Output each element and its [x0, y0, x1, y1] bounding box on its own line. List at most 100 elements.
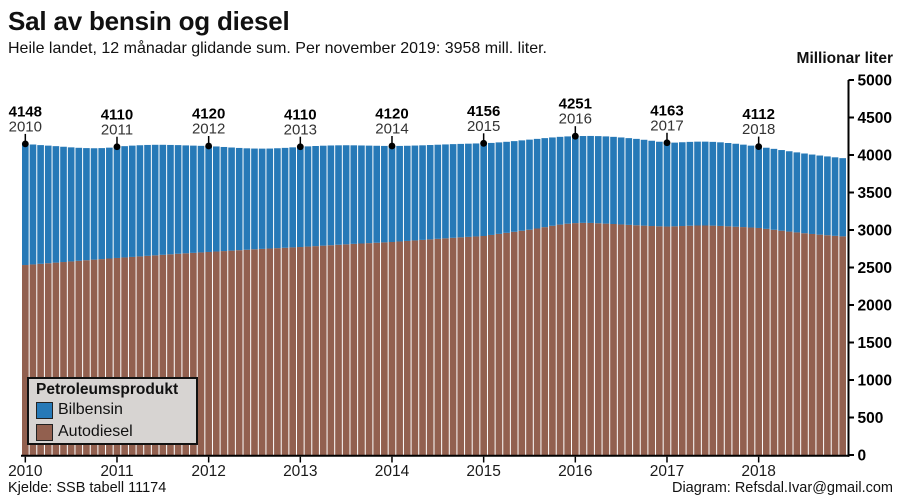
bar-bilbensin [212, 146, 220, 252]
bar-autodiesel [304, 246, 312, 455]
bar-autodiesel [44, 263, 52, 455]
bar-autodiesel [388, 242, 396, 455]
bar-bilbensin [686, 141, 694, 226]
bar-bilbensin [37, 145, 44, 264]
y-tick-label: 2500 [858, 260, 892, 277]
annotation-year: 2016 [559, 111, 592, 128]
bar-autodiesel [335, 244, 342, 455]
bar-bilbensin [243, 148, 251, 250]
bar-bilbensin [365, 145, 373, 244]
bar-bilbensin [449, 144, 457, 238]
bar-bilbensin [625, 138, 633, 225]
bar-bilbensin [839, 158, 846, 237]
bar-bilbensin [266, 148, 274, 249]
bar-bilbensin [220, 146, 228, 252]
bar-autodiesel [610, 224, 617, 455]
bar-autodiesel [411, 240, 419, 455]
legend-item-bilbensin: Bilbensin [36, 399, 196, 421]
y-tick-label: 5000 [858, 73, 892, 90]
y-tick-label: 4500 [858, 110, 892, 127]
bar-autodiesel [197, 252, 205, 455]
bar-bilbensin [808, 154, 816, 234]
bar-autodiesel [839, 236, 846, 455]
bar-autodiesel [602, 223, 610, 455]
bar-bilbensin [205, 146, 212, 252]
bar-autodiesel [235, 250, 243, 455]
bar-bilbensin [526, 139, 533, 230]
credit-text: Diagram: Refsdal.Ivar@gmail.com [671, 480, 893, 496]
bar-autodiesel [90, 259, 98, 455]
bar-bilbensin [281, 147, 289, 248]
bar-autodiesel [190, 252, 197, 455]
bar-bilbensin [106, 147, 113, 259]
annotation-value: 4110 [101, 106, 134, 123]
bar-autodiesel [663, 226, 671, 455]
annotation-year: 2017 [650, 117, 683, 134]
annotation-value: 4148 [9, 103, 42, 120]
annotation-dot [296, 143, 304, 151]
bar-autodiesel [487, 234, 495, 455]
annotation-dot [571, 132, 579, 140]
bar-bilbensin [770, 148, 778, 230]
bar-autodiesel [98, 259, 106, 455]
bar-autodiesel [816, 234, 824, 455]
bar-autodiesel [457, 237, 465, 455]
bar-bilbensin [663, 142, 671, 227]
bar-autodiesel [121, 257, 128, 455]
bar-bilbensin [335, 145, 342, 245]
annotation-year: 2014 [375, 121, 408, 138]
bar-autodiesel [358, 243, 365, 455]
bar-bilbensin [52, 146, 60, 263]
y-tick-label: 1500 [858, 335, 892, 352]
bar-bilbensin [816, 155, 824, 235]
bar-autodiesel [526, 229, 533, 455]
bar-bilbensin [633, 138, 640, 226]
bar-bilbensin [648, 140, 656, 227]
bar-bilbensin [235, 147, 243, 251]
bar-autodiesel [770, 229, 778, 455]
bar-autodiesel [701, 225, 709, 455]
bar-bilbensin [29, 144, 37, 265]
bar-bilbensin [304, 146, 312, 247]
bar-bilbensin [549, 137, 556, 226]
bar-bilbensin [159, 144, 167, 255]
bar-autodiesel [258, 248, 266, 455]
bar-bilbensin [44, 145, 52, 264]
bar-bilbensin [442, 144, 449, 239]
bar-bilbensin [426, 145, 434, 240]
bar-autodiesel [251, 249, 258, 455]
bar-bilbensin [167, 144, 174, 255]
bar-autodiesel [495, 233, 503, 455]
bar-autodiesel [732, 226, 740, 455]
bar-bilbensin [640, 139, 648, 226]
bar-bilbensin [121, 146, 128, 258]
bar-bilbensin [151, 144, 159, 256]
x-tick-label: 2015 [466, 463, 500, 480]
bar-bilbensin [136, 145, 144, 257]
x-tick-label: 2011 [100, 463, 133, 480]
annotation-dot [755, 143, 763, 151]
bar-bilbensin [274, 148, 281, 249]
bar-autodiesel [266, 248, 274, 455]
x-tick-label: 2017 [650, 463, 684, 480]
bar-autodiesel [785, 231, 793, 455]
bar-bilbensin [67, 147, 75, 262]
bar-bilbensin [785, 151, 793, 232]
bar-autodiesel [694, 225, 701, 455]
bar-bilbensin [610, 136, 617, 224]
legend-label: Autodiesel [58, 423, 133, 440]
bar-autodiesel [83, 260, 90, 455]
bar-autodiesel [174, 253, 182, 455]
bar-autodiesel [426, 239, 434, 455]
annotation-dot [113, 143, 121, 151]
annotation-dot [21, 140, 29, 148]
bar-bilbensin [388, 146, 396, 242]
bar-bilbensin [182, 145, 190, 254]
y-tick-label: 3500 [858, 185, 892, 202]
bar-autodiesel [678, 226, 686, 455]
x-tick-label: 2014 [375, 463, 410, 480]
bar-autodiesel [212, 251, 220, 455]
bar-autodiesel [442, 238, 449, 455]
bar-bilbensin [533, 138, 541, 229]
